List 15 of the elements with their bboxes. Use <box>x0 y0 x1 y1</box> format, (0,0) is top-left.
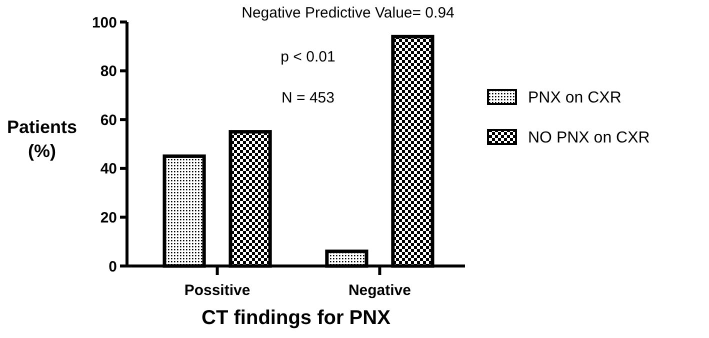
y-tick-label: 80 <box>100 63 117 80</box>
legend-label: PNX on CXR <box>528 90 622 107</box>
y-tick-label: 100 <box>92 14 117 32</box>
x-tick-label: Negative <box>348 282 411 299</box>
annotation: p < 0.01 <box>280 48 336 66</box>
annotation: N = 453 <box>282 89 334 106</box>
text: Negative Predictive Value= 0.94 <box>242 4 454 22</box>
y-tick-label: 20 <box>100 209 117 226</box>
legend-label: NO PNX on CXR <box>528 130 650 147</box>
y-tick-label: 40 <box>100 160 117 178</box>
y-tick-label: 60 <box>100 112 117 129</box>
x-axis-title: CT findings for PNX <box>202 307 392 329</box>
x-tick-label: Possitive <box>184 282 250 299</box>
y-axis-title: Patients (%) <box>6 117 78 161</box>
y-tick-label: 0 <box>108 258 117 276</box>
